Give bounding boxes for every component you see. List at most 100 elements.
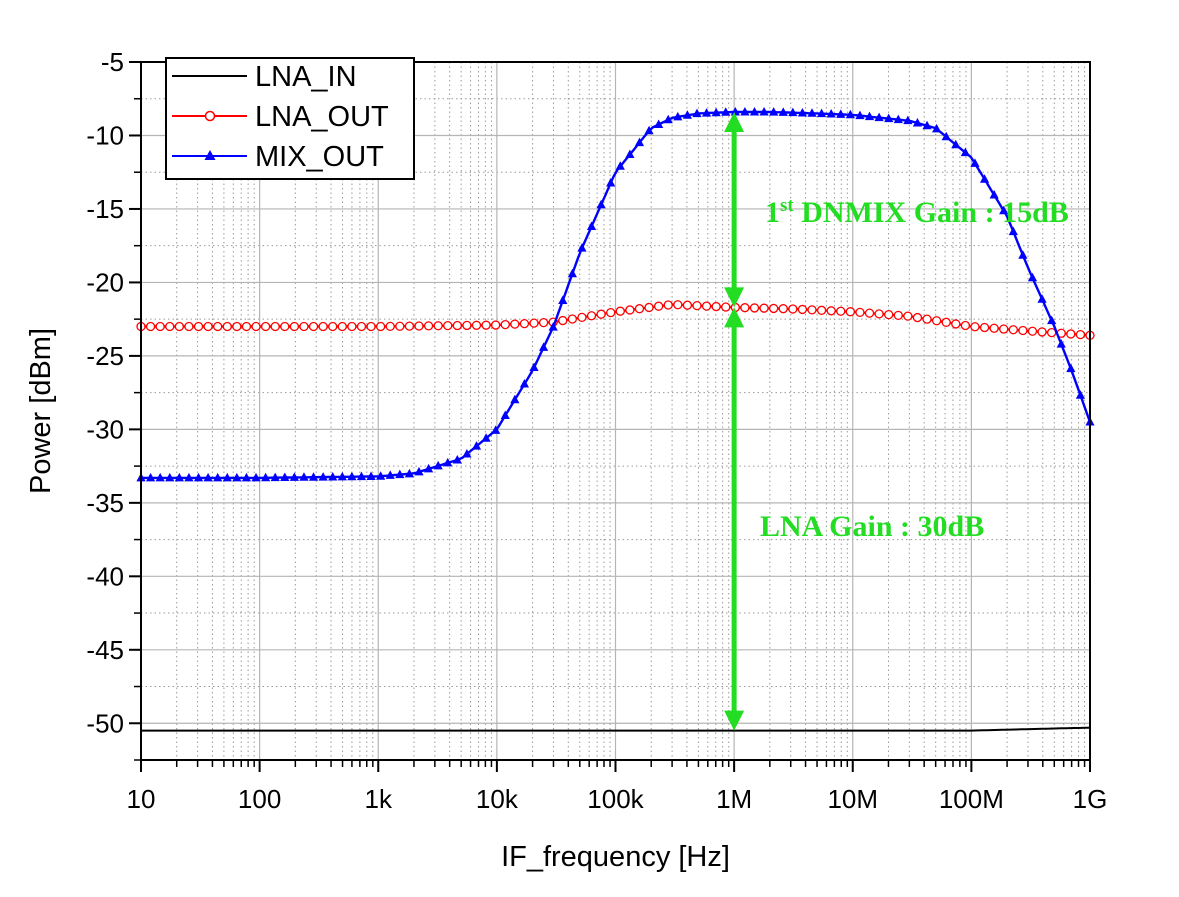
mix-out-marker xyxy=(644,125,654,135)
lna-out-marker xyxy=(653,301,664,311)
y-axis-title: Power [dBm] xyxy=(25,328,57,494)
mix-out-marker xyxy=(912,118,923,127)
lna-out-marker xyxy=(673,300,683,310)
lna-out-marker xyxy=(452,320,462,331)
mix-out-marker xyxy=(280,472,290,482)
lna-out-marker xyxy=(797,304,808,315)
x-axis-title: IF_frequency [Hz] xyxy=(501,841,730,873)
lna-out-marker xyxy=(912,312,923,323)
mix-out-marker xyxy=(337,471,347,481)
legend: LNA_IN LNA_OUT MIX_OUT xyxy=(165,57,415,180)
y-tick-label: -35 xyxy=(86,488,124,518)
mix-out-marker xyxy=(471,441,482,450)
lna-out-marker xyxy=(414,321,424,331)
lna-out-marker xyxy=(270,321,280,332)
lna-out-marker xyxy=(826,306,836,316)
lna-out-marker xyxy=(213,321,223,332)
lna-out-marker xyxy=(443,320,453,331)
lna-out-marker xyxy=(203,321,213,332)
mix-out-marker xyxy=(500,410,510,420)
y-ticks: -50 -45 -40 -35 -30 -25 -20 -15 -10 -5 xyxy=(86,47,141,761)
legend-marker xyxy=(204,150,216,160)
mix-out-marker xyxy=(1008,226,1018,236)
series-line xyxy=(141,303,1091,337)
mix-out-marker xyxy=(864,111,875,121)
lna-out-marker xyxy=(759,303,769,313)
lna-out-marker xyxy=(951,319,961,329)
lna-out-marker xyxy=(807,305,817,315)
lna-out-marker xyxy=(347,321,357,332)
gain-arrow-head-up xyxy=(724,307,745,328)
x-tick-label: 1M xyxy=(716,784,752,814)
mix-out-marker xyxy=(941,131,951,141)
mix-out-marker xyxy=(922,120,932,130)
mix-out-marker xyxy=(174,472,184,482)
mix-out-marker xyxy=(778,107,788,116)
mix-out-marker xyxy=(759,106,769,116)
mix-out-marker xyxy=(960,147,970,157)
lna-out-marker xyxy=(874,309,884,319)
mix-out-marker xyxy=(951,139,961,149)
gain-arrow-head-up xyxy=(724,111,745,132)
lna-out-marker xyxy=(500,319,510,330)
mix-out-marker xyxy=(356,471,367,481)
lna-out-marker xyxy=(864,308,875,318)
lna-out-marker xyxy=(375,321,386,332)
lna-out-marker xyxy=(280,321,290,332)
mix-out-marker xyxy=(395,469,405,479)
mix-out-marker xyxy=(788,107,798,117)
lna-out-marker xyxy=(999,324,1009,334)
mix-out-marker xyxy=(567,268,577,278)
mix-out-marker xyxy=(596,199,606,209)
lna-out-marker xyxy=(749,303,760,313)
mix-out-marker xyxy=(404,468,415,478)
mix-out-marker xyxy=(903,115,913,125)
lna-out-marker xyxy=(625,305,635,315)
lna-out-marker xyxy=(155,321,165,332)
mix-out-marker xyxy=(586,221,597,230)
mix-out-marker xyxy=(615,161,625,170)
lna-out-marker xyxy=(289,321,300,332)
lna-out-marker xyxy=(1066,329,1076,339)
lna-out-marker xyxy=(1027,326,1038,336)
lna-out-marker xyxy=(491,320,501,330)
mix-out-marker xyxy=(452,454,462,464)
lna-out-marker xyxy=(979,322,990,333)
series-line xyxy=(141,110,1092,480)
dnmix-gain-label: 1st DNMIX Gain : 15dB xyxy=(765,195,1069,229)
y-tick-label: -15 xyxy=(86,194,124,224)
lna-out-marker xyxy=(529,318,539,328)
mix-out-marker xyxy=(155,472,165,482)
lna-out-marker xyxy=(740,303,750,313)
mix-out-marker xyxy=(970,158,980,167)
mix-out-marker xyxy=(1037,294,1047,303)
mix-out-marker xyxy=(845,109,855,119)
gain-arrows xyxy=(724,111,745,731)
y-tick-label: -20 xyxy=(86,267,124,297)
annotations: 1st DNMIX Gain : 15dB LNA Gain : 30dB xyxy=(760,195,1069,543)
mix-out-marker xyxy=(999,205,1009,215)
lna-out-marker xyxy=(481,320,491,330)
mix-out-marker xyxy=(730,106,740,116)
mix-out-marker xyxy=(462,449,472,458)
lna-out-marker xyxy=(960,320,971,331)
mix-out-marker xyxy=(539,342,549,351)
lna-out-marker xyxy=(433,321,443,331)
lna-out-marker xyxy=(337,321,347,332)
y-tick-label: -50 xyxy=(86,708,124,738)
mix-out-marker xyxy=(529,362,539,372)
lna-out-marker xyxy=(165,321,175,332)
lna-out-marker xyxy=(328,321,338,332)
lna-out-marker xyxy=(855,307,865,318)
lna-out-marker xyxy=(836,306,846,316)
lna-out-marker xyxy=(596,309,606,319)
lna-out-marker xyxy=(462,320,472,331)
mix-out-marker xyxy=(251,472,261,482)
lna-out-marker xyxy=(299,321,309,332)
lna-in-series xyxy=(141,726,1091,732)
lna-out-marker xyxy=(701,301,712,311)
y-tick-label: -45 xyxy=(86,635,124,665)
mix-out-marker xyxy=(893,114,903,124)
mix-out-series xyxy=(136,106,1095,482)
x-tick-label: 1k xyxy=(365,784,393,814)
